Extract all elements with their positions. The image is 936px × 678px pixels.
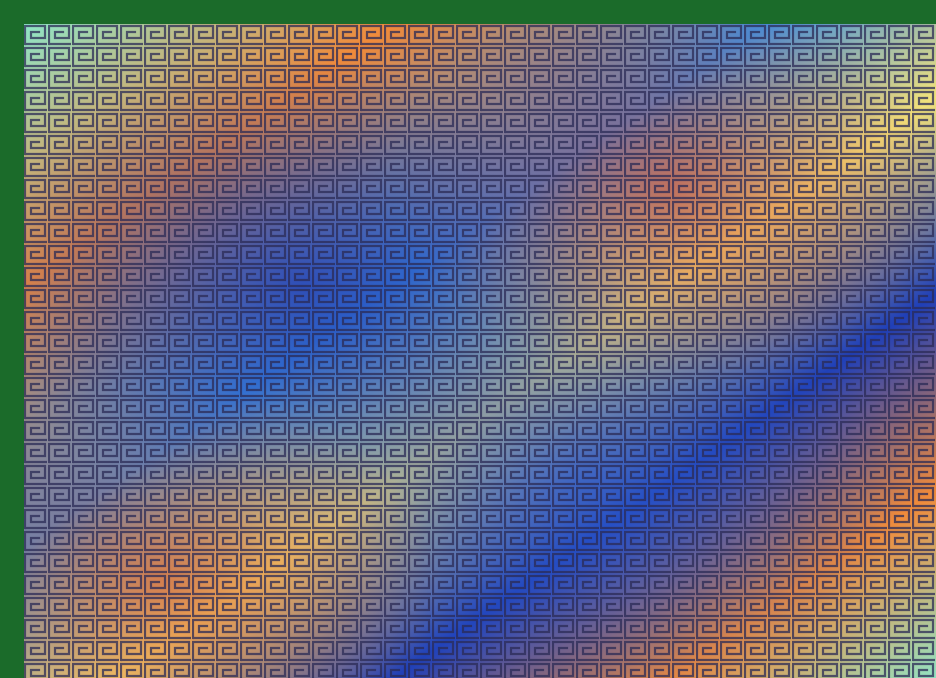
meander-artwork [24, 24, 936, 678]
meander-pattern-svg [24, 24, 936, 678]
meander-lines [24, 24, 936, 678]
